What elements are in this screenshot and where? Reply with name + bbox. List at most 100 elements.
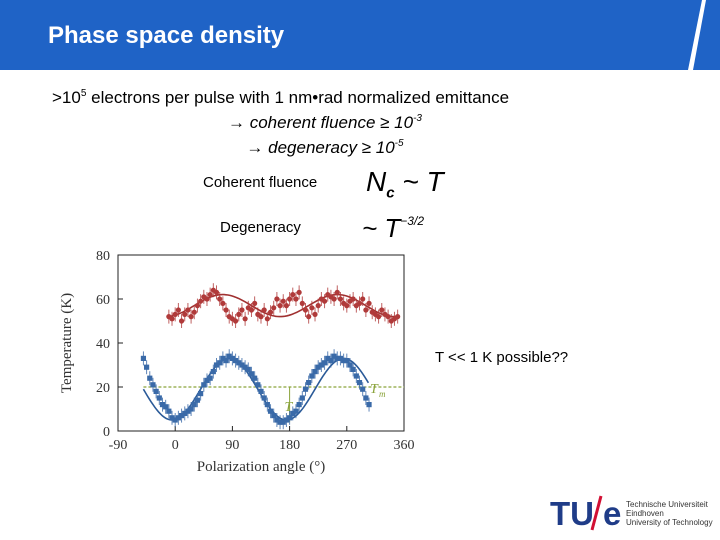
data-point-blue — [204, 377, 210, 383]
data-point-red — [178, 318, 185, 324]
data-point-red — [223, 307, 229, 313]
data-point-blue — [153, 388, 159, 394]
data-point-blue — [255, 382, 261, 388]
data-point-blue — [223, 358, 229, 364]
data-point-blue — [232, 358, 239, 364]
data-point-blue — [318, 362, 324, 368]
header-background — [0, 0, 720, 70]
data-point-red — [213, 289, 220, 295]
data-point-red — [191, 309, 197, 315]
data-point-blue — [245, 366, 251, 372]
data-point-red — [334, 289, 340, 295]
y-axis-label: Temperature (K) — [59, 293, 75, 393]
data-point-red — [356, 300, 363, 306]
data-point-blue — [150, 382, 156, 388]
data-point-red — [280, 298, 286, 304]
data-point-red — [175, 307, 181, 313]
data-point-blue — [258, 388, 264, 394]
text-line-coherent-fluence: → coherent fluence ≥ 10-3 — [0, 113, 650, 133]
logo-e: e — [603, 495, 621, 532]
data-point-blue — [166, 408, 172, 414]
x-tick-label: 360 — [394, 438, 415, 453]
data-point-blue — [226, 353, 232, 359]
tue-logo: TU e — [548, 492, 623, 537]
y-tick-label: 20 — [96, 381, 110, 396]
formula-main: ~ T — [362, 213, 401, 243]
data-point-blue — [191, 402, 197, 408]
text-line-electrons: >105 electrons per pulse with 1 nm•rad n… — [52, 88, 509, 108]
data-point-red — [312, 311, 318, 317]
logo-line-2: Eindhoven — [626, 509, 664, 518]
data-point-blue — [293, 408, 299, 414]
data-point-red — [204, 296, 210, 302]
data-point-blue — [248, 371, 255, 377]
degeneracy-label: Degeneracy — [220, 219, 301, 236]
data-point-red — [379, 307, 385, 313]
y-tick-label: 80 — [96, 249, 110, 264]
data-point-red — [274, 296, 280, 302]
text-part: → degeneracy ≥ 10 — [246, 138, 395, 157]
data-point-blue — [163, 404, 169, 410]
data-point-blue — [236, 360, 242, 366]
data-point-red — [385, 314, 391, 320]
data-point-red — [350, 296, 356, 302]
data-point-blue — [328, 358, 334, 364]
data-point-blue — [147, 375, 153, 381]
data-point-blue — [207, 375, 213, 381]
x-tick-label: 180 — [279, 438, 300, 453]
data-point-red — [363, 307, 369, 313]
logo-tu: TU — [550, 495, 594, 532]
data-point-red — [188, 314, 194, 320]
annotation-tm: T — [370, 382, 379, 397]
x-tick-label: 0 — [172, 438, 179, 453]
data-point-blue — [172, 417, 178, 423]
data-point-red — [315, 303, 321, 309]
data-point-red — [293, 296, 299, 302]
logo-line-3: University of Technology — [626, 518, 713, 527]
formula-subscript: c — [386, 184, 395, 202]
data-point-blue — [331, 353, 337, 359]
data-point-red — [360, 296, 366, 302]
data-point-blue — [312, 369, 318, 375]
data-point-red — [267, 309, 274, 315]
data-point-blue — [267, 408, 274, 414]
data-point-red — [321, 298, 328, 304]
data-point-blue — [315, 364, 321, 370]
data-point-blue — [325, 355, 331, 361]
data-point-blue — [360, 386, 366, 392]
data-point-red — [290, 292, 296, 298]
data-point-red — [169, 316, 175, 322]
degeneracy-formula: ~ T−3/2 — [362, 213, 424, 244]
data-point-blue — [217, 360, 223, 366]
text-line-degeneracy: → degeneracy ≥ 10-5 — [0, 138, 650, 158]
temperature-chart: 0 20 40 60 80 -90 0 90 180 270 360 Polarization ang… — [52, 240, 422, 510]
data-point-blue — [334, 355, 340, 361]
data-point-red — [232, 318, 239, 324]
data-point-blue — [210, 369, 216, 375]
data-point-blue — [366, 402, 372, 408]
x-axis-label: Polarization angle (°) — [197, 459, 325, 475]
data-point-blue — [344, 358, 350, 364]
data-point-red — [236, 311, 242, 317]
data-point-blue — [252, 375, 258, 381]
data-point-blue — [347, 362, 353, 368]
data-point-red — [217, 296, 223, 302]
data-point-red — [182, 311, 188, 317]
data-point-blue — [356, 380, 363, 386]
logo-line-1: Technische Universiteit — [626, 500, 708, 509]
tue-logo-text: Technische Universiteit Eindhoven Univer… — [626, 500, 713, 527]
formula-n: N — [366, 166, 387, 197]
tue-logo-mark: TU e — [550, 495, 621, 532]
data-point-red — [264, 316, 270, 322]
data-point-blue — [287, 415, 293, 421]
data-point-blue — [261, 395, 267, 401]
page-title: Phase space density — [48, 22, 285, 49]
data-point-blue — [156, 395, 162, 401]
data-point-blue — [242, 364, 248, 370]
text-part: → coherent fluence ≥ 10 — [227, 113, 414, 132]
data-point-red — [306, 314, 312, 320]
data-point-red — [207, 292, 213, 298]
data-point-red — [242, 316, 248, 322]
data-point-blue — [188, 406, 194, 412]
